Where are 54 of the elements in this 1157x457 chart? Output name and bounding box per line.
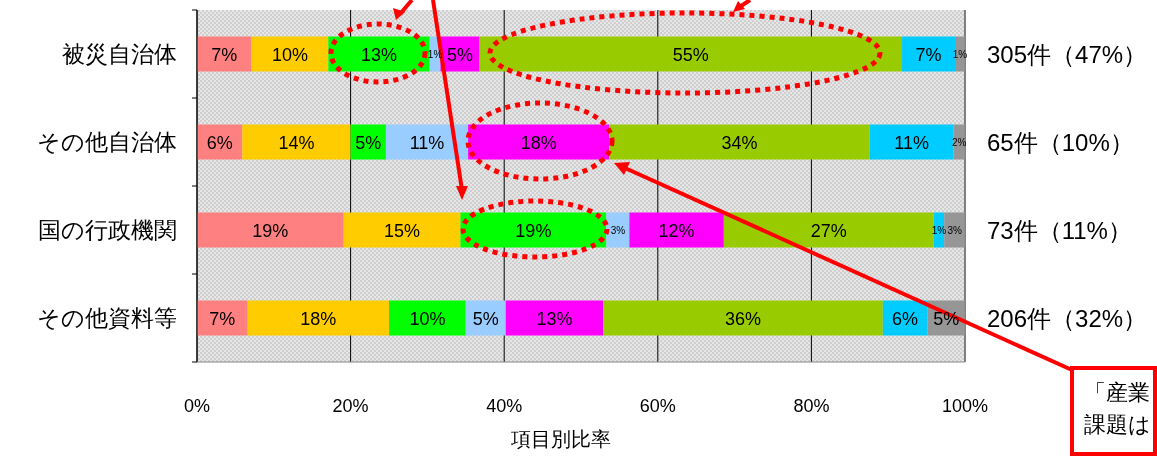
data-label: 11% — [894, 132, 929, 153]
x-tick-label: 100% — [941, 396, 989, 416]
text: 65件（10%） — [987, 129, 1134, 156]
data-label: 5% — [472, 308, 499, 329]
y-tick-label: 国の行政機関 — [38, 217, 177, 243]
text: 73件（11%） — [987, 217, 1132, 244]
data-label: 15% — [384, 220, 421, 241]
text: 206件（32%） — [987, 305, 1148, 332]
bar — [505, 300, 604, 336]
bar — [869, 124, 954, 160]
data-label: 13% — [361, 44, 398, 65]
x-tick-label: 80% — [793, 396, 830, 416]
bar — [197, 212, 344, 248]
y-tick-label: その他自治体 — [37, 129, 177, 155]
data-label: 12% — [658, 220, 695, 241]
data-label: 34% — [721, 132, 758, 153]
x-tick-label: 20% — [332, 396, 369, 416]
data-label: 7% — [209, 308, 236, 329]
data-label: 27% — [810, 220, 847, 241]
x-tick-label: 40% — [486, 396, 523, 416]
data-label: 10% — [409, 308, 446, 329]
data-label: 55% — [672, 44, 709, 65]
data-label: 3% — [610, 224, 626, 236]
data-label: 3% — [947, 224, 962, 236]
data-label: 6% — [892, 308, 919, 329]
bar — [389, 300, 466, 336]
data-label: 5% — [933, 308, 960, 329]
data-label: 19% — [252, 220, 289, 241]
data-label: 14% — [278, 132, 315, 153]
data-label: 36% — [725, 308, 762, 329]
callout-box: 「産業 課題は — [1070, 366, 1157, 456]
x-tick-label: 60% — [639, 396, 676, 416]
y-tick-label: その他資料等 — [37, 305, 177, 331]
data-label: 18% — [300, 308, 337, 329]
bar — [603, 300, 883, 336]
y-tick-label: 被災自治体 — [62, 41, 177, 67]
bar — [629, 212, 724, 248]
bar — [723, 212, 934, 248]
bar — [242, 124, 351, 160]
data-label: 5% — [355, 132, 382, 153]
x-axis-title: 項目別比率 — [510, 428, 611, 450]
data-label: 6% — [206, 132, 233, 153]
x-tick-label: 0% — [183, 396, 211, 416]
data-label: 7% — [915, 44, 942, 65]
text: 305件（47%） — [987, 41, 1148, 68]
data-label: 19% — [515, 220, 552, 241]
data-label: 11% — [409, 132, 445, 153]
data-label: 7% — [211, 44, 238, 65]
data-label: 18% — [520, 132, 557, 153]
data-label: 10% — [271, 44, 308, 65]
bar — [247, 300, 389, 336]
bar — [197, 36, 252, 72]
data-label: 13% — [536, 308, 573, 329]
data-label: 5% — [447, 44, 474, 65]
